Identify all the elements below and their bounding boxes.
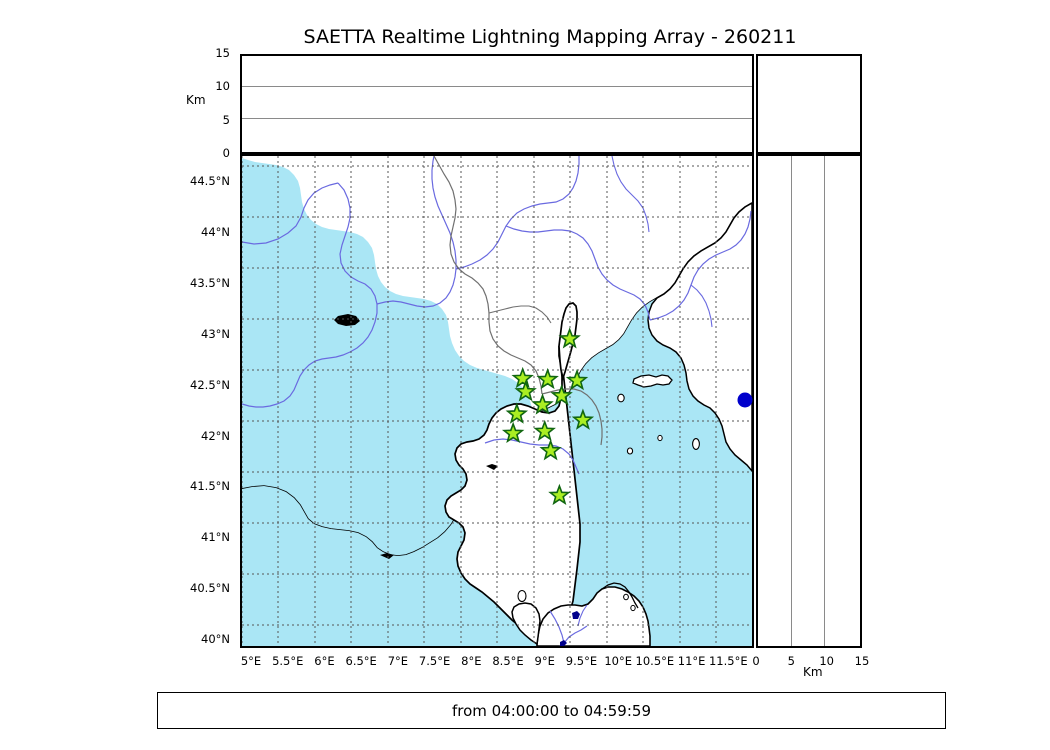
range-tick-2: 10 (819, 654, 834, 668)
latitude-tick-0: 44.5°N (190, 174, 230, 189)
longitude-tick-8: 9°E (534, 654, 555, 668)
status-text: from 04:00:00 to 04:59:59 (451, 701, 651, 720)
longitude-tick-1: 5.5°E (272, 654, 304, 668)
station-marker[interactable] (511, 366, 534, 389)
event-marker-dot[interactable] (737, 392, 753, 408)
altitude-axis-label: Km (186, 93, 206, 107)
gridline-alt-5 (242, 117, 752, 119)
longitude-tick-6: 8°E (461, 654, 482, 668)
latitude-altitude-panel[interactable] (756, 154, 862, 648)
latitude-tick-9: 40°N (201, 631, 230, 646)
gridline-alt-10 (242, 86, 752, 88)
longitude-tick-0: 5°E (240, 654, 262, 668)
station-markers[interactable] (501, 327, 595, 506)
longitude-tick-7: 8.5°E (492, 654, 524, 668)
latitude-tick-8: 40.5°N (190, 581, 230, 596)
station-marker[interactable] (539, 439, 562, 461)
station-marker[interactable] (514, 380, 537, 402)
longitude-tick-11: 10.5°E (635, 654, 675, 668)
longitude-tick-9: 9.5°E (565, 654, 598, 668)
station-marker[interactable] (531, 393, 554, 415)
altitude-tick-1: 10 (215, 79, 230, 94)
map-graphic (242, 156, 752, 646)
altitude-histogram-panel[interactable] (756, 54, 862, 154)
station-marker[interactable] (536, 367, 559, 390)
map-panel[interactable] (240, 154, 754, 648)
station-marker[interactable] (501, 421, 525, 444)
longitude-tick-5: 7.5°E (418, 654, 451, 668)
latitude-tick-3: 43°N (201, 326, 230, 341)
station-marker[interactable] (548, 483, 571, 506)
longitude-tick-2: 6°E (314, 654, 335, 668)
range-tick-0: 0 (752, 654, 760, 668)
longitude-tick-10: 10°E (604, 654, 632, 668)
latitude-tick-7: 41°N (201, 530, 230, 545)
altitude-tick-3: 0 (222, 146, 230, 160)
latitude-tick-1: 44°N (201, 225, 230, 240)
longitude-tick-13: 11.5°E (708, 654, 748, 668)
status-bar: from 04:00:00 to 04:59:59 (157, 692, 946, 729)
latitude-tick-2: 43.5°N (190, 276, 230, 291)
gridline-range-10 (824, 156, 826, 646)
altitude-longitude-panel[interactable] (240, 54, 754, 154)
longitude-tick-12: 11°E (677, 654, 706, 668)
altitude-tick-0: 15 (215, 46, 230, 60)
range-tick-3: 15 (854, 654, 870, 668)
range-axis-label: Km (803, 665, 823, 679)
latitude-tick-5: 42°N (201, 428, 230, 443)
longitude-tick-3: 6.5°E (345, 654, 377, 668)
map-gridlines (242, 156, 752, 646)
latitude-tick-4: 42.5°N (190, 377, 230, 392)
page-title: SAETTA Realtime Lightning Mapping Array … (303, 26, 797, 48)
range-tick-1: 5 (787, 654, 795, 668)
station-marker[interactable] (565, 368, 589, 391)
longitude-tick-4: 7°E (387, 654, 409, 668)
station-marker[interactable] (558, 327, 581, 349)
latitude-tick-6: 41.5°N (190, 479, 230, 494)
altitude-tick-2: 5 (222, 112, 230, 127)
station-marker[interactable] (571, 408, 595, 430)
station-marker[interactable] (505, 402, 529, 424)
station-marker[interactable] (550, 384, 573, 406)
gridline-range-5 (790, 156, 792, 646)
station-marker[interactable] (533, 419, 556, 442)
map-clip (242, 156, 752, 646)
